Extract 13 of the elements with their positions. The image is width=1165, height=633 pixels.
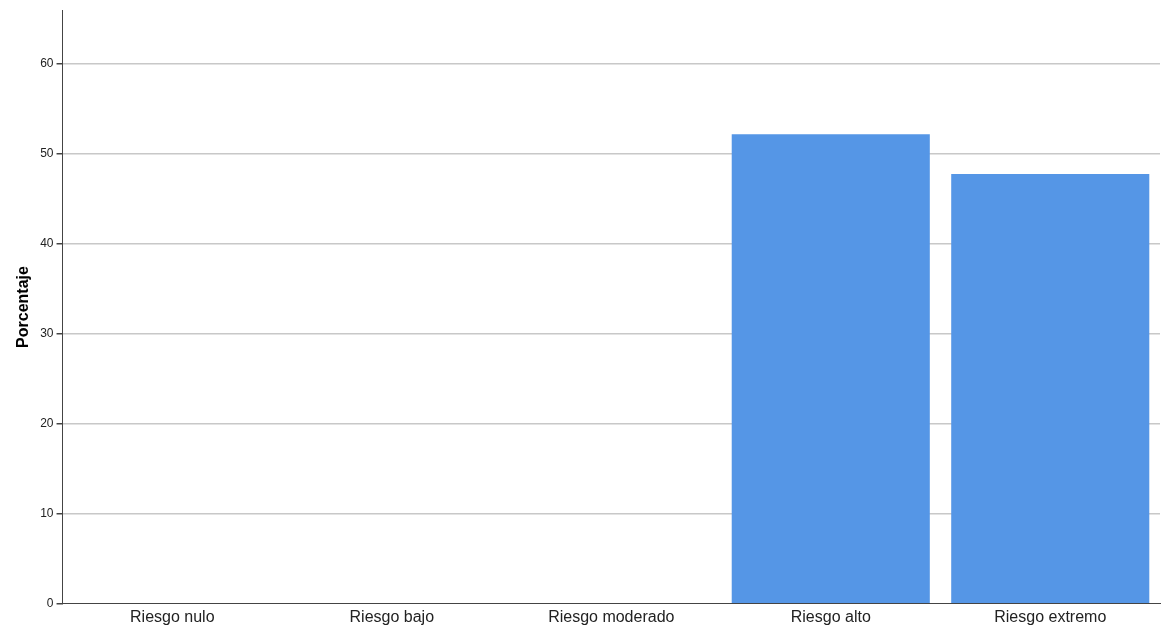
y-axis-title: Porcentaje (14, 265, 32, 348)
x-tick-label: Riesgo moderado (548, 607, 675, 625)
y-tick-label: 10 (40, 506, 54, 521)
x-tick-label: Riesgo bajo (349, 607, 435, 625)
y-tick-label: 50 (40, 146, 54, 161)
x-tick-label: Riesgo alto (790, 607, 871, 625)
y-tick-label: 20 (40, 416, 54, 431)
y-tick-label: 60 (40, 56, 54, 71)
y-tick-label: 0 (46, 596, 54, 611)
x-tick-label: Riesgo nulo (130, 607, 215, 625)
y-tick-label: 30 (40, 326, 54, 341)
x-tick-label: Riesgo extremo (994, 607, 1107, 625)
y-tick-label: 40 (40, 236, 54, 251)
